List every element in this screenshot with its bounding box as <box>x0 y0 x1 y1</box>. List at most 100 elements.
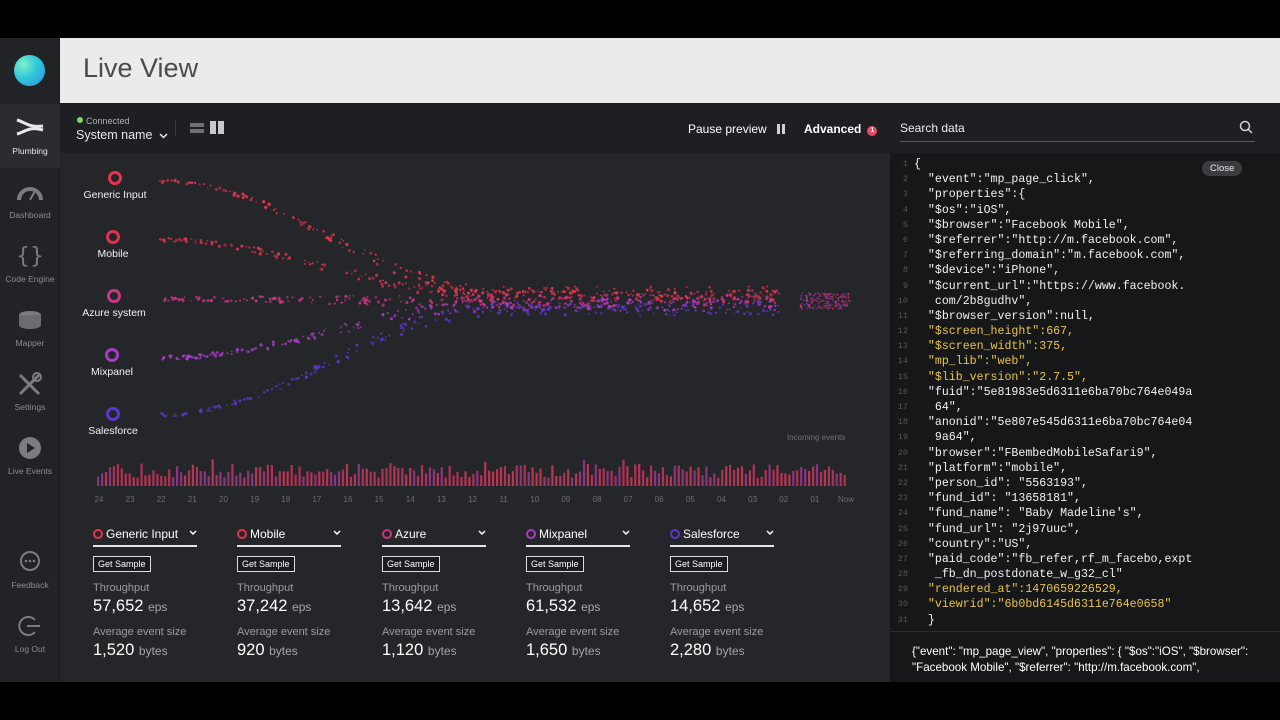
axis-tick-label: 05 <box>685 495 695 504</box>
throughput-value: 57,652 eps <box>93 597 197 616</box>
line-number: 8 <box>902 265 908 276</box>
system-name-dropdown[interactable]: System name <box>76 128 168 142</box>
histogram-bar <box>259 467 262 486</box>
sidebar-item-mapper[interactable]: Mapper <box>0 296 60 360</box>
histogram-bar <box>448 466 451 486</box>
event-particle <box>820 292 823 295</box>
event-particle <box>399 325 403 330</box>
grid-view-icon[interactable] <box>210 121 226 135</box>
code-text: } <box>914 613 935 627</box>
event-particle <box>696 290 699 294</box>
event-particle <box>601 297 605 302</box>
event-particle <box>843 300 846 303</box>
event-particle <box>418 285 421 288</box>
search-icon[interactable] <box>1239 120 1253 134</box>
sidebar-item-logout[interactable]: Log Out <box>0 602 60 666</box>
histogram-bar <box>432 469 435 486</box>
event-particle <box>527 286 531 290</box>
event-particle <box>272 255 275 257</box>
event-particle <box>507 304 510 307</box>
event-particle <box>615 304 618 307</box>
sidebar-item-dashboard[interactable]: Dashboard <box>0 168 60 232</box>
avg-size-value: 1,520 bytes <box>93 641 197 660</box>
event-particle <box>377 300 380 302</box>
source-dropdown[interactable]: Mixpanel <box>526 527 630 547</box>
axis-tick-label: 02 <box>779 495 789 504</box>
event-particle <box>561 290 564 293</box>
source-dropdown[interactable]: Mobile <box>237 527 341 547</box>
event-particle <box>462 291 464 294</box>
histogram-bar <box>310 472 313 486</box>
event-particle <box>809 306 811 309</box>
search-input[interactable] <box>900 114 1220 142</box>
event-particle <box>759 291 762 294</box>
source-name: Generic Input <box>106 527 179 541</box>
event-particle <box>525 301 529 305</box>
event-particle <box>374 295 378 299</box>
event-particle <box>844 305 847 308</box>
event-particle <box>184 411 188 416</box>
line-number: 16 <box>897 386 908 397</box>
event-particle <box>299 224 303 227</box>
event-particle <box>199 238 203 242</box>
sidebar-item-live-events[interactable]: Live Events <box>0 424 60 488</box>
event-particle <box>222 297 224 300</box>
get-sample-button[interactable]: Get Sample <box>526 556 584 572</box>
event-particle <box>429 305 434 309</box>
get-sample-button[interactable]: Get Sample <box>382 556 440 572</box>
get-sample-button[interactable]: Get Sample <box>237 556 295 572</box>
source-azure-system[interactable]: Azure system <box>69 289 159 319</box>
get-sample-button[interactable]: Get Sample <box>93 556 151 572</box>
pause-preview-button[interactable]: Pause preview <box>688 122 786 136</box>
event-particle <box>841 293 844 296</box>
event-particle <box>473 310 477 314</box>
event-particle <box>612 308 616 311</box>
event-particle <box>371 276 375 280</box>
event-particle <box>234 300 237 303</box>
event-particle <box>811 301 813 304</box>
source-dropdown[interactable]: Salesforce <box>670 527 774 547</box>
event-particle <box>577 293 581 297</box>
event-particle <box>503 300 506 303</box>
histogram-bar <box>661 467 665 486</box>
histogram-bar <box>428 467 431 486</box>
event-particle <box>463 299 467 302</box>
source-salesforce[interactable]: Salesforce <box>68 407 158 437</box>
line-number: 27 <box>897 553 908 564</box>
event-particle <box>832 294 835 297</box>
event-particle <box>235 247 239 251</box>
source-generic-input[interactable]: Generic Input <box>70 171 160 201</box>
event-particle <box>842 296 844 299</box>
histogram-bar <box>338 471 341 486</box>
sidebar-item-plumbing[interactable]: Plumbing <box>0 104 60 168</box>
event-particle <box>620 291 623 295</box>
event-particle <box>307 224 311 228</box>
event-particle <box>581 304 586 309</box>
close-button[interactable]: Close <box>1202 161 1243 176</box>
source-dropdown[interactable]: Azure <box>382 527 486 547</box>
get-sample-button[interactable]: Get Sample <box>670 556 728 572</box>
event-particle <box>799 297 802 300</box>
histogram-bar <box>677 465 680 486</box>
event-particle <box>765 295 769 299</box>
event-particle <box>199 241 202 244</box>
event-particle <box>737 289 741 292</box>
sidebar-item-code-engine[interactable]: {} Code Engine <box>0 232 60 296</box>
sidebar-item-feedback[interactable]: Feedback <box>0 538 60 602</box>
avg-size-number: 920 <box>237 641 265 659</box>
list-view-icon[interactable] <box>190 121 206 135</box>
source-dropdown[interactable]: Generic Input <box>93 527 197 547</box>
logo[interactable] <box>14 55 45 86</box>
event-particle <box>524 290 527 293</box>
source-mixpanel[interactable]: Mixpanel <box>67 348 157 378</box>
event-particle <box>570 291 574 295</box>
code-text: "person_id": "5563193", <box>914 476 1088 490</box>
source-mobile[interactable]: Mobile <box>68 230 158 260</box>
event-particle <box>801 307 804 310</box>
event-particle <box>449 312 452 315</box>
code-line: 27 "paid_code":"fb_refer,rf_m_facebo,exp… <box>890 552 1280 567</box>
event-particle <box>548 305 552 310</box>
advanced-button[interactable]: Advanced 1 <box>804 122 878 136</box>
sidebar-item-settings[interactable]: Settings <box>0 360 60 424</box>
line-number: 28 <box>897 569 908 580</box>
